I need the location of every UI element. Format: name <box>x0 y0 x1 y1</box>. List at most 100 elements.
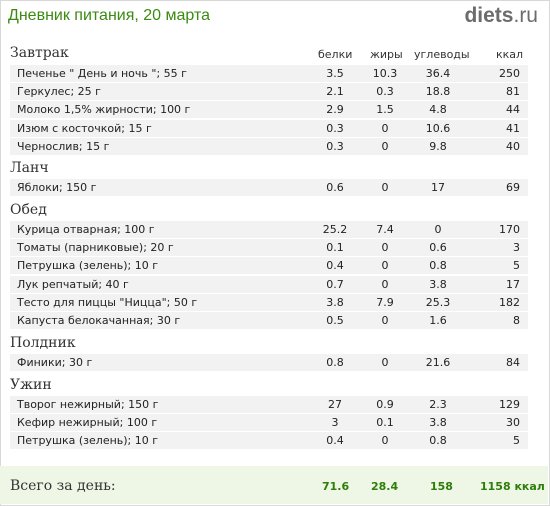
protein-value: 0.8 <box>326 356 344 369</box>
kcal-value: 250 <box>499 67 520 80</box>
column-header-fat: жиры <box>370 48 403 61</box>
column-header-kcal: ккал <box>496 48 524 61</box>
food-name: Молоко 1,5% жирности; 100 г <box>17 103 191 116</box>
kcal-value: 69 <box>506 181 520 194</box>
food-name: Печенье " День и ночь "; 55 г <box>17 67 187 80</box>
carbs-value: 0.8 <box>429 259 447 272</box>
food-name: Кефир нежирный; 100 г <box>17 416 158 429</box>
carbs-value: 1.6 <box>429 314 447 327</box>
food-name: Курица отварная; 100 г <box>17 223 155 236</box>
fat-value: 0.3 <box>376 85 394 98</box>
protein-value: 0.3 <box>326 140 344 153</box>
food-row[interactable]: Печенье " День и ночь "; 55 г 3.5 10.3 36.4… <box>10 65 528 82</box>
food-row[interactable]: Капуста белокачанная; 30 г 0.5 0 1.6 8 <box>10 312 528 329</box>
total-kcal: 1158 ккал <box>480 480 545 493</box>
site-logo[interactable]: diets.ru <box>464 4 538 28</box>
totals-bar: Всего за день: 71.6 28.4 158 1158 ккал <box>0 466 548 504</box>
food-name: Петрушка (зелень); 10 г <box>17 259 159 272</box>
food-name: Яблоки; 150 г <box>17 181 97 194</box>
protein-value: 3.8 <box>326 296 344 309</box>
protein-value: 3.5 <box>326 67 344 80</box>
section-title: Ланч <box>10 160 49 176</box>
fat-value: 0 <box>381 314 389 327</box>
fat-value: 10.3 <box>372 67 398 80</box>
food-row[interactable]: Петрушка (зелень); 10 г 0.4 0 0.8 5 <box>10 257 528 274</box>
food-row[interactable]: Молоко 1,5% жирности; 100 г 2.9 1.5 4.8 44 <box>10 101 528 118</box>
kcal-value: 44 <box>506 103 520 116</box>
food-row[interactable]: Изюм с косточкой; 15 г 0.3 0 10.6 41 <box>10 120 528 137</box>
food-name: Чернослив; 15 г <box>17 140 110 153</box>
kcal-value: 84 <box>506 356 520 369</box>
logo-main: diets <box>464 4 514 27</box>
fat-value: 0 <box>381 140 389 153</box>
kcal-value: 40 <box>506 140 520 153</box>
logo-tld: .ru <box>513 4 538 27</box>
fat-value: 0 <box>381 241 389 254</box>
section-title: Полдник <box>10 335 76 351</box>
food-row[interactable]: Финики; 30 г 0.8 0 21.6 84 <box>10 354 528 371</box>
kcal-value: 5 <box>513 434 520 447</box>
food-row[interactable]: Курица отварная; 100 г 25.2 7.4 0 170 <box>10 221 528 238</box>
food-name: Финики; 30 г <box>17 356 93 369</box>
carbs-value: 0.6 <box>429 241 447 254</box>
food-row[interactable]: Тесто для пиццы "Ницца"; 50 г 3.8 7.9 25.3 1… <box>10 294 528 311</box>
fat-value: 0 <box>381 259 389 272</box>
kcal-value: 81 <box>506 85 520 98</box>
food-row[interactable]: Петрушка (зелень); 10 г 0.4 0 0.8 5 <box>10 432 528 449</box>
food-row[interactable]: Лук репчатый; 40 г 0.7 0 3.8 17 <box>10 276 528 293</box>
carbs-value: 36.4 <box>425 67 451 80</box>
food-name: Изюм с косточкой; 15 г <box>17 122 152 135</box>
food-row[interactable]: Томаты (парниковые); 20 г 0.1 0 0.6 3 <box>10 239 528 256</box>
protein-value: 25.2 <box>322 223 348 236</box>
fat-value: 1.5 <box>376 103 394 116</box>
protein-value: 3 <box>331 416 339 429</box>
column-header-carbs: углеводы <box>414 48 470 61</box>
carbs-value: 18.8 <box>425 85 451 98</box>
protein-value: 0.4 <box>326 259 344 272</box>
fat-value: 0 <box>381 356 389 369</box>
carbs-value: 21.6 <box>425 356 451 369</box>
fat-value: 0.9 <box>376 398 394 411</box>
protein-value: 0.6 <box>326 181 344 194</box>
fat-value: 0 <box>381 434 389 447</box>
food-name: Геркулес; 25 г <box>17 85 101 98</box>
carbs-value: 10.6 <box>425 122 451 135</box>
carbs-value: 4.8 <box>429 103 447 116</box>
food-name: Петрушка (зелень); 10 г <box>17 434 159 447</box>
food-row[interactable]: Чернослив; 15 г 0.3 0 9.8 40 <box>10 138 528 155</box>
food-name: Лук репчатый; 40 г <box>17 278 129 291</box>
kcal-value: 8 <box>513 314 520 327</box>
protein-value: 0.5 <box>326 314 344 327</box>
section-title: Обед <box>10 202 47 218</box>
section-title: Завтрак <box>10 45 69 61</box>
carbs-value: 9.8 <box>429 140 447 153</box>
carbs-value: 3.8 <box>429 278 447 291</box>
fat-value: 0 <box>381 181 389 194</box>
food-name: Томаты (парниковые); 20 г <box>17 241 174 254</box>
total-carbs: 158 <box>430 480 453 493</box>
kcal-value: 5 <box>513 259 520 272</box>
total-fat: 28.4 <box>371 480 399 493</box>
protein-value: 0.1 <box>326 241 344 254</box>
protein-value: 2.1 <box>326 85 344 98</box>
kcal-value: 41 <box>506 122 520 135</box>
section-title: Ужин <box>10 377 52 393</box>
food-name: Тесто для пиццы "Ницца"; 50 г <box>17 296 198 309</box>
food-row[interactable]: Яблоки; 150 г 0.6 0 17 69 <box>10 179 528 196</box>
food-row[interactable]: Творог нежирный; 150 г 27 0.9 2.3 129 <box>10 396 528 413</box>
fat-value: 0 <box>381 122 389 135</box>
carbs-value: 17 <box>431 181 445 194</box>
kcal-value: 17 <box>506 278 520 291</box>
kcal-value: 182 <box>499 296 520 309</box>
protein-value: 0.4 <box>326 434 344 447</box>
kcal-value: 129 <box>499 398 520 411</box>
total-protein: 71.6 <box>322 480 350 493</box>
protein-value: 27 <box>328 398 342 411</box>
carbs-value: 0 <box>434 223 442 236</box>
protein-value: 0.3 <box>326 122 344 135</box>
food-row[interactable]: Кефир нежирный; 100 г 3 0.1 3.8 30 <box>10 414 528 431</box>
fat-value: 0 <box>381 278 389 291</box>
carbs-value: 2.3 <box>429 398 447 411</box>
column-header-protein: белки <box>318 48 353 61</box>
food-row[interactable]: Геркулес; 25 г 2.1 0.3 18.8 81 <box>10 83 528 100</box>
